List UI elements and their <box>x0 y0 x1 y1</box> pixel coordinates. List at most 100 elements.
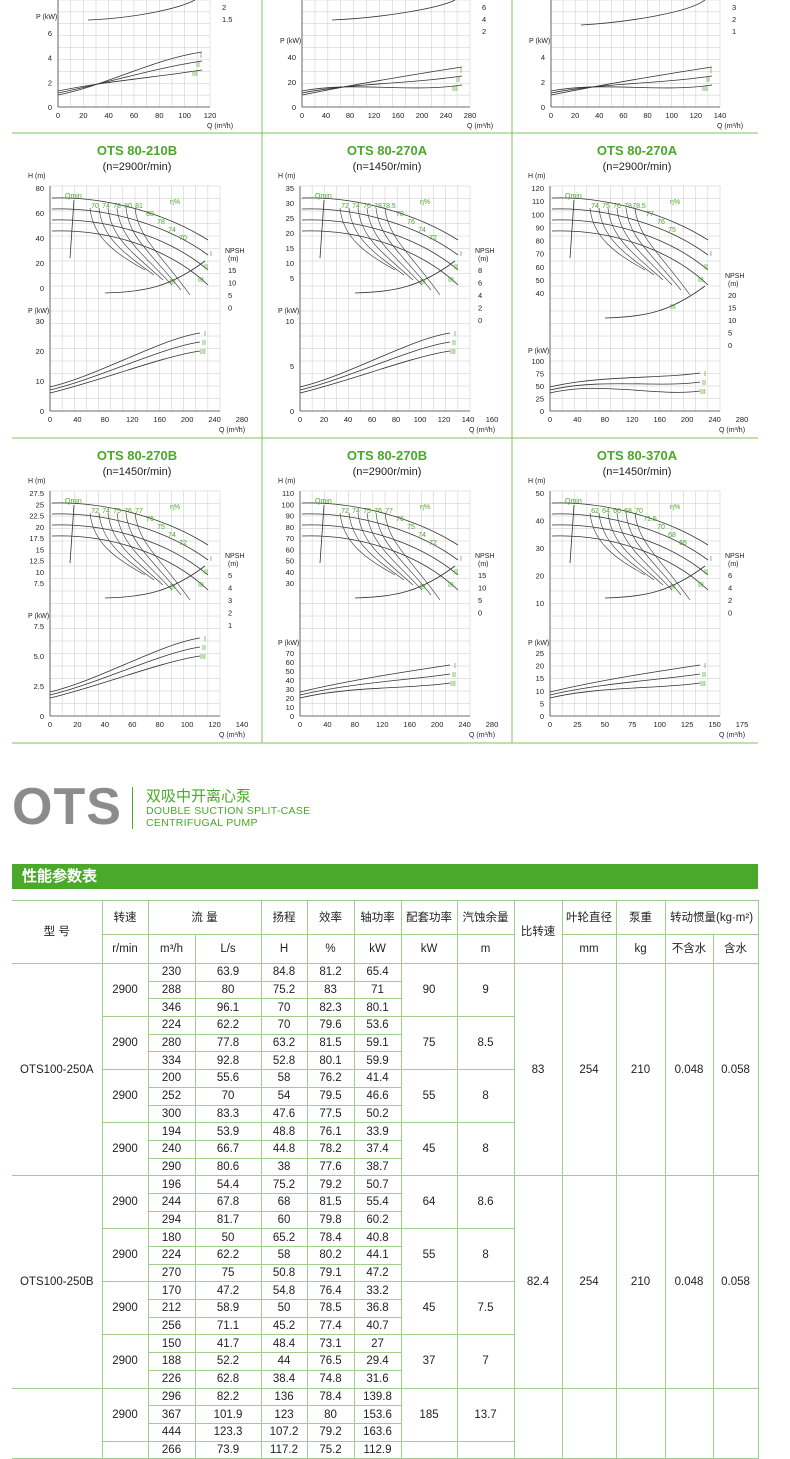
head-cell: 47.6 <box>260 1104 308 1124</box>
efficiency-curve <box>589 512 646 576</box>
power-curve <box>299 673 451 696</box>
efficiency-label: 78 <box>113 203 121 210</box>
curve-id-label: III <box>702 86 708 93</box>
chart-title: OTS 80-270B <box>97 448 177 463</box>
curve-id-label: I <box>704 663 706 670</box>
shaft-power-cell: 44.1 <box>353 1246 402 1265</box>
flow-axis-label: Q (m³/h) <box>719 427 745 434</box>
head-tick: 10 <box>286 259 294 268</box>
shaft-power-cell: 38.7 <box>353 1157 402 1177</box>
unit-speed: r/min <box>101 934 149 964</box>
efficiency-curve <box>634 512 691 601</box>
efficiency-cell: 80.2 <box>306 1246 355 1265</box>
npsh-axis-label: NPSH <box>725 553 744 560</box>
motor-power-cell: 55 <box>400 1228 458 1283</box>
power-curve <box>57 60 203 94</box>
motor-power-cell <box>400 1440 458 1459</box>
flow-ls-cell: 67.8 <box>194 1192 262 1212</box>
efficiency-curve <box>348 207 405 276</box>
power-curve <box>49 637 201 693</box>
flow-tick: 280 <box>236 415 249 424</box>
head-curve <box>51 535 209 591</box>
motor-power-cell: 55 <box>400 1069 458 1124</box>
flow-tick: 25 <box>573 720 581 729</box>
curve-id-label: II <box>454 569 458 576</box>
efficiency-curve <box>616 207 673 286</box>
flow-ls-cell: 62.2 <box>194 1016 262 1035</box>
head-cell: 58 <box>260 1246 308 1265</box>
efficiency-label: 78 <box>157 219 165 226</box>
power-curve <box>57 51 203 96</box>
efficiency-label: 70 <box>635 508 643 515</box>
flow-tick: 20 <box>73 720 81 729</box>
npsh-curve-label: III <box>420 279 426 286</box>
npsh-unit-label: (m) <box>728 561 739 568</box>
inertia-dry-cell: 0.048 <box>664 1175 714 1389</box>
head-cell: 136 <box>260 1387 308 1407</box>
flow-ls-cell: 41.7 <box>194 1334 262 1354</box>
efficiency-label: 72 <box>341 203 349 210</box>
npsh-tick: 2 <box>482 27 486 36</box>
power-tick: 2 <box>541 78 545 87</box>
shaft-power-cell: 36.8 <box>353 1299 402 1318</box>
npsh-tick: 6 <box>728 571 732 580</box>
eta-label: η% <box>670 199 680 206</box>
flow-ls-cell: 73.9 <box>194 1440 262 1459</box>
head-tick: 60 <box>536 263 544 272</box>
head-tick: 30 <box>286 579 294 588</box>
flow-m3h-cell: 288 <box>147 980 196 1000</box>
power-axis-label: P (kW) <box>36 14 57 21</box>
flow-m3h-cell: 334 <box>147 1051 196 1071</box>
power-curve <box>299 341 451 391</box>
efficiency-curve <box>616 512 673 591</box>
flow-ls-cell: 83.3 <box>194 1104 262 1124</box>
npsh-cell: 8 <box>456 1069 515 1124</box>
power-tick: 5.0 <box>34 652 44 661</box>
flow-tick: 160 <box>403 720 416 729</box>
efficiency-label: 75 <box>363 508 371 515</box>
head-tick: 7.5 <box>34 579 44 588</box>
efficiency-cell: 77.5 <box>306 1104 355 1124</box>
npsh-curve <box>604 565 706 599</box>
curve-id-label: II <box>456 77 460 84</box>
power-tick: 20 <box>286 694 294 703</box>
efficiency-cell: 82.3 <box>306 998 355 1018</box>
efficiency-label: 76 <box>363 203 371 210</box>
efficiency-curve <box>607 207 664 281</box>
curve-id-label: III <box>450 349 456 356</box>
power-tick: 0 <box>290 712 294 721</box>
npsh-tick: 4 <box>478 291 482 300</box>
efficiency-label: 78 <box>396 211 404 218</box>
efficiency-label: 68 <box>624 508 632 515</box>
efficiency-curve <box>125 207 182 291</box>
power-curve <box>550 84 713 92</box>
flow-tick: 80 <box>155 111 163 120</box>
efficiency-cell: 81.2 <box>306 963 355 982</box>
power-tick: 50 <box>286 667 294 676</box>
efficiency-cell: 80.1 <box>306 1051 355 1071</box>
head-curve <box>301 513 459 561</box>
npsh-tick: 4 <box>228 584 232 593</box>
npsh-cell: 8.5 <box>456 1016 515 1071</box>
efficiency-label: 75 <box>157 524 165 531</box>
flow-tick: 0 <box>48 720 52 729</box>
chart-title: OTS 80-270B <box>347 448 427 463</box>
efficiency-cell: 79.2 <box>306 1422 355 1442</box>
table-row: 252 70 54 79.5 46.6 <box>12 1086 758 1106</box>
head-cell: 84.8 <box>260 963 308 982</box>
curve-id-label: I <box>460 556 462 563</box>
flow-tick: 280 <box>464 111 477 120</box>
flow-tick: 120 <box>690 111 703 120</box>
power-tick: 15 <box>536 674 544 683</box>
flow-tick: 100 <box>181 720 194 729</box>
flow-tick: 240 <box>440 111 453 120</box>
efficiency-curve <box>384 207 441 296</box>
flow-ls-cell: 96.1 <box>194 998 262 1018</box>
flow-ls-cell: 123.3 <box>194 1422 262 1442</box>
head-cell: 58 <box>260 1069 308 1088</box>
efficiency-cell: 76.5 <box>306 1352 355 1371</box>
power-tick: 2 <box>48 78 52 87</box>
unit-shaft: kW <box>353 934 402 964</box>
power-curve <box>49 655 201 699</box>
curve-id-label: III <box>198 277 204 284</box>
